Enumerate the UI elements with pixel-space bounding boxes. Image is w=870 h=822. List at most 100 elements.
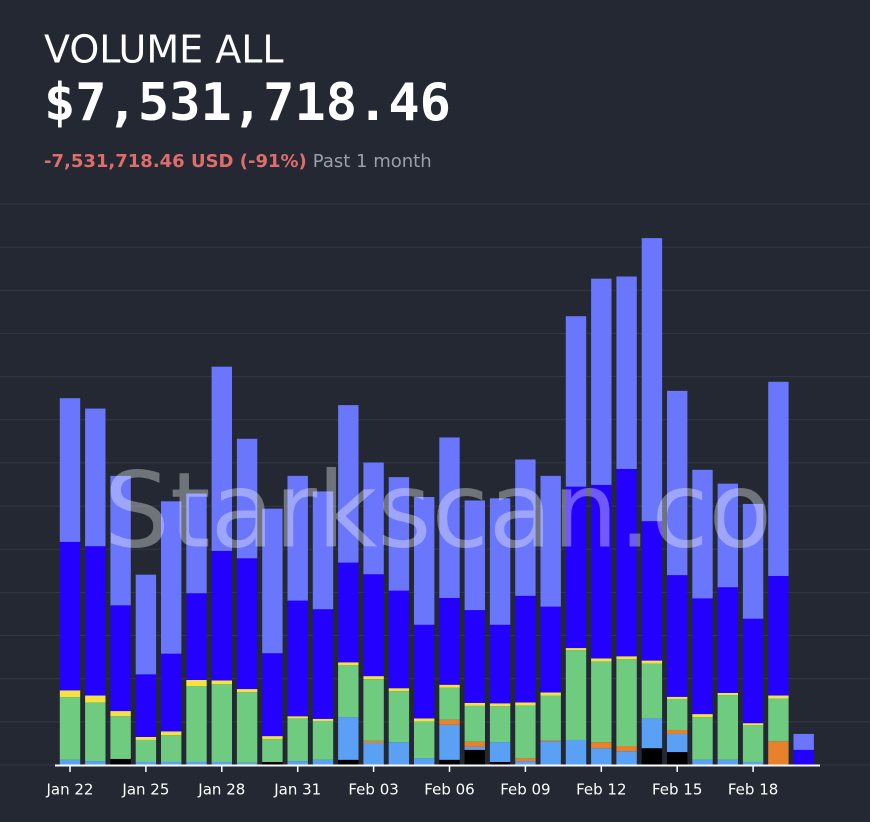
bar-segment (287, 718, 308, 762)
bar-segment (414, 497, 435, 625)
bar-segment (742, 503, 764, 619)
bar-segment (793, 749, 814, 765)
bar-segment (110, 711, 131, 717)
bar-segment (667, 730, 688, 734)
bar-segment (262, 739, 283, 762)
bar-segment (110, 475, 131, 606)
bar-segment (287, 600, 308, 717)
bar-segment (439, 687, 460, 720)
bar-segment (565, 739, 587, 765)
bar-segment (211, 680, 232, 685)
bar-segment (641, 663, 663, 719)
bar-segment (388, 590, 410, 689)
bar-segment (338, 665, 359, 718)
bar-segment (338, 759, 359, 765)
bar-segment (211, 761, 232, 765)
bar-segment (489, 624, 511, 704)
bar-segment (793, 733, 814, 750)
bar-segment (717, 695, 738, 760)
bar-segment (414, 758, 435, 765)
bar-segment (616, 276, 637, 469)
bar-segment (363, 740, 384, 743)
change-line: -7,531,718.46 USD (-91%) Past 1 month (44, 151, 432, 172)
bar-segment (110, 758, 131, 765)
bar-segment (616, 656, 637, 660)
bar-segment (338, 405, 359, 563)
bar-segment (742, 725, 764, 762)
bar-segment (565, 648, 587, 651)
bar-segment (262, 736, 283, 740)
bar-segment (312, 759, 334, 765)
bar-segment (287, 475, 308, 601)
bar-segment (363, 462, 384, 575)
x-tick-label: Feb 15 (652, 781, 702, 799)
bar-segment (515, 705, 536, 759)
x-tick-label: Jan 22 (46, 781, 94, 799)
bar-segment (464, 749, 485, 765)
bar-segment (338, 717, 359, 760)
bar-segment (489, 703, 511, 707)
bar-segment (439, 437, 460, 598)
bar-segment (236, 558, 258, 690)
bar-segment (515, 758, 536, 762)
x-tick-label: Feb 18 (728, 781, 778, 799)
bar-segment (161, 735, 182, 762)
bar-segment (388, 477, 410, 591)
bar-segment (186, 593, 207, 680)
bar-segment (110, 716, 131, 759)
bar-segment (287, 761, 308, 765)
bar-segment (85, 408, 106, 547)
bar-segment (135, 736, 157, 740)
bar-segment (439, 724, 460, 760)
bar-segment (363, 679, 384, 741)
bar-segment (464, 746, 485, 750)
bar-segment (515, 761, 536, 765)
bar-segment (135, 574, 157, 675)
bar-segment (565, 316, 587, 487)
bar-segment (262, 653, 283, 737)
bar-segment (211, 366, 232, 551)
bar-segment (540, 606, 561, 693)
title: VOLUME ALL (44, 28, 284, 72)
bar-segment (616, 468, 637, 657)
bar-segment (110, 605, 131, 712)
bar-segment (211, 550, 232, 681)
bar-segment (388, 688, 410, 692)
bar-segment (616, 659, 637, 747)
bar-segment (616, 751, 637, 765)
bar-segment (262, 761, 283, 765)
bar-segment (161, 501, 182, 654)
bar-segment (641, 660, 663, 664)
bar-segment (388, 691, 410, 743)
bar-segment (692, 759, 713, 765)
bar-segment (717, 692, 738, 696)
bar-segment (236, 692, 258, 763)
bar-segment (236, 762, 258, 765)
bar-segment (85, 702, 106, 762)
bar-segment (768, 741, 789, 765)
amount: $7,531,718.46 (44, 73, 451, 133)
bar-segment (363, 676, 384, 680)
bar-segment (540, 695, 561, 741)
bar-segment (414, 624, 435, 719)
bar-segment (186, 679, 207, 687)
bar-segment (439, 719, 460, 725)
period: Past 1 month (313, 151, 432, 172)
bar-segment (414, 721, 435, 759)
bar-segment (363, 574, 384, 677)
bar-segment (59, 541, 81, 691)
bar-segment (59, 690, 81, 698)
bar-segment (59, 697, 81, 760)
bar-segment (692, 717, 713, 760)
bar-segment (59, 759, 81, 765)
bar-segment (768, 575, 789, 696)
bar-segment (667, 733, 688, 753)
bar-segment (591, 484, 612, 659)
bar-segment (312, 609, 334, 719)
bar-segment (489, 761, 511, 765)
bar-segment (186, 761, 207, 765)
bar-segment (135, 674, 157, 737)
bar-segment (388, 742, 410, 765)
bar-segment (211, 684, 232, 762)
